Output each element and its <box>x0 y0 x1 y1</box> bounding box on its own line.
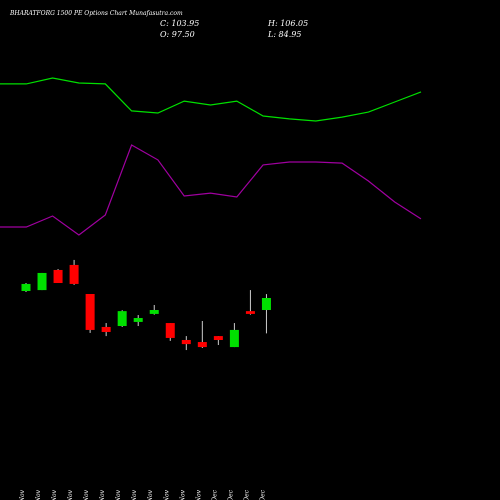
candle-body <box>101 326 111 332</box>
x-tick-label: 13 Nov <box>35 489 42 500</box>
candle-body <box>37 272 47 291</box>
x-tick-label: 27 Nov <box>179 489 186 500</box>
x-tick-label: 20 Nov <box>99 489 106 500</box>
stat-low: L: 84.95 <box>267 30 301 39</box>
indicator-line <box>0 144 422 236</box>
x-tick-label: 04 Dec <box>259 489 266 500</box>
x-tick-label: 28 Nov <box>195 489 202 500</box>
stat-close: C: 103.95 <box>160 19 199 28</box>
x-tick-label: 25 Nov <box>147 489 154 500</box>
candle-body <box>181 339 191 345</box>
x-tick-label: 26 Nov <box>163 489 170 500</box>
candle-body <box>85 293 95 330</box>
stat-open: O: 97.50 <box>160 30 195 39</box>
candle-body <box>229 329 239 348</box>
candle-body <box>165 323 175 338</box>
candle-body <box>245 311 255 314</box>
candle-body <box>197 342 207 348</box>
x-tick-label: 01 Dec <box>211 489 218 500</box>
x-tick-label: 19 Nov <box>83 489 90 500</box>
candle-body <box>53 269 63 284</box>
x-tick-label: 02 Dec <box>227 489 234 500</box>
x-tick-label: 03 Dec <box>243 489 250 500</box>
stat-high: H: 106.05 <box>267 19 308 28</box>
candle-body <box>21 283 31 292</box>
indicator-line <box>0 77 422 122</box>
candle-body <box>149 310 159 314</box>
candle-body <box>69 264 79 284</box>
x-tick-label: 21 Nov <box>115 489 122 500</box>
candle-body <box>261 298 271 311</box>
candle-body <box>133 318 143 322</box>
x-tick-label: 17 Nov <box>51 489 58 500</box>
candle-body <box>117 311 127 327</box>
x-tick-label: 18 Nov <box>67 489 74 500</box>
chart-title: BHARATFORG 1500 PE Options Chart Munafas… <box>9 10 183 17</box>
x-tick-label: 24 Nov <box>131 489 138 500</box>
x-tick-label: 12 Nov <box>19 489 26 500</box>
candle-body <box>213 336 223 340</box>
